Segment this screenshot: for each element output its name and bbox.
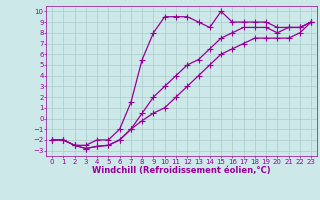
X-axis label: Windchill (Refroidissement éolien,°C): Windchill (Refroidissement éolien,°C) xyxy=(92,166,271,175)
